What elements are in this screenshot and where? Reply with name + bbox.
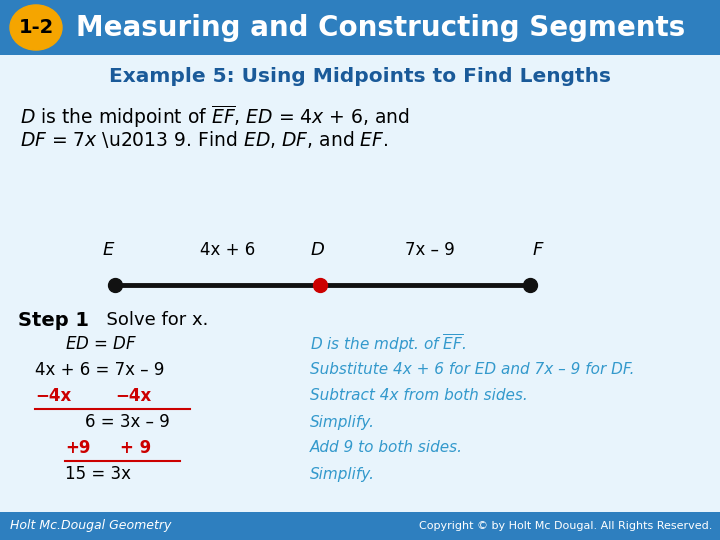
- FancyBboxPatch shape: [0, 512, 720, 540]
- Text: $\mathbf{\mathit{D}}$: $\mathbf{\mathit{D}}$: [310, 241, 325, 259]
- Text: $\mathit{ED}$ = $\mathit{DF}$: $\mathit{ED}$ = $\mathit{DF}$: [65, 335, 138, 353]
- Text: $\mathbf{\mathit{F}}$: $\mathbf{\mathit{F}}$: [531, 241, 544, 259]
- FancyBboxPatch shape: [0, 0, 720, 55]
- Text: $\mathit{D}$ is the mdpt. of $\overline{\mathit{EF}}$.: $\mathit{D}$ is the mdpt. of $\overline{…: [310, 333, 466, 355]
- Text: −4x: −4x: [35, 387, 71, 405]
- Text: 4x + 6 = 7x – 9: 4x + 6 = 7x – 9: [35, 361, 164, 379]
- Text: 6 = 3x – 9: 6 = 3x – 9: [85, 413, 170, 431]
- Text: +9: +9: [65, 439, 91, 457]
- Text: 15 = 3x: 15 = 3x: [65, 465, 131, 483]
- Text: 4x + 6: 4x + 6: [200, 241, 255, 259]
- Text: 1-2: 1-2: [19, 18, 53, 37]
- Ellipse shape: [10, 5, 62, 50]
- Text: $\mathbf{\mathit{D}}$ is the midpoint of $\mathbf{\overline{\mathit{EF}}}$, $\ma: $\mathbf{\mathit{D}}$ is the midpoint of…: [20, 104, 410, 130]
- Text: Subtract 4x from both sides.: Subtract 4x from both sides.: [310, 388, 528, 403]
- Text: $\mathbf{\mathit{DF}}$ = 7$\mathbf{\mathit{x}}$ \u2013 9. Find $\mathbf{\mathit{: $\mathbf{\mathit{DF}}$ = 7$\mathbf{\math…: [20, 130, 388, 151]
- Text: 7x – 9: 7x – 9: [405, 241, 455, 259]
- Text: Solve for x.: Solve for x.: [95, 311, 208, 329]
- Text: Add 9 to both sides.: Add 9 to both sides.: [310, 441, 463, 456]
- Text: Simplify.: Simplify.: [310, 415, 375, 429]
- Text: Substitute 4x + 6 for ED and 7x – 9 for DF.: Substitute 4x + 6 for ED and 7x – 9 for …: [310, 362, 634, 377]
- Text: Simplify.: Simplify.: [310, 467, 375, 482]
- Text: Measuring and Constructing Segments: Measuring and Constructing Segments: [76, 14, 685, 42]
- Text: Holt Mc.Dougal Geometry: Holt Mc.Dougal Geometry: [10, 519, 171, 532]
- Text: + 9: + 9: [120, 439, 151, 457]
- Text: −4x: −4x: [115, 387, 151, 405]
- Text: Step 1: Step 1: [18, 310, 89, 329]
- Text: $\mathbf{\mathit{E}}$: $\mathbf{\mathit{E}}$: [102, 241, 116, 259]
- Text: Copyright © by Holt Mc Dougal. All Rights Reserved.: Copyright © by Holt Mc Dougal. All Right…: [418, 521, 712, 531]
- Text: Example 5: Using Midpoints to Find Lengths: Example 5: Using Midpoints to Find Lengt…: [109, 68, 611, 86]
